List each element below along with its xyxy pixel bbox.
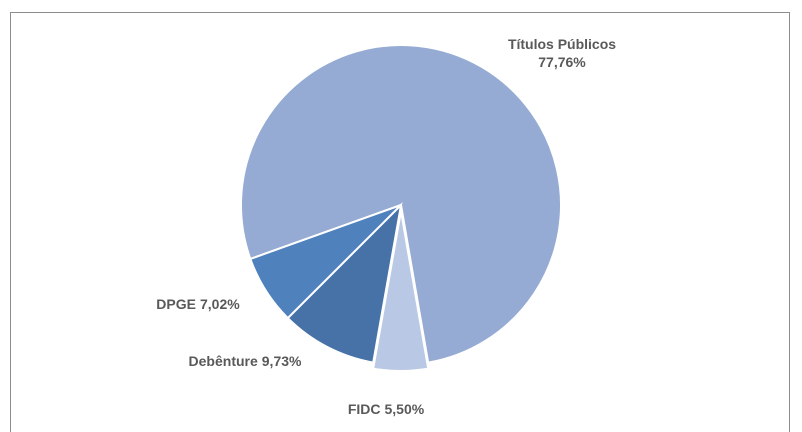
pie-slice	[286, 202, 403, 364]
category-label: DPGE	[156, 296, 196, 312]
pie-slice	[372, 210, 430, 372]
slice-label: FIDC 5,50%	[348, 401, 425, 417]
pie-slice	[249, 204, 402, 320]
value-label: 5,50%	[384, 401, 424, 417]
value-label: 9,73%	[262, 353, 302, 369]
value-label: 7,02%	[200, 296, 240, 312]
category-label: Debênture	[189, 353, 258, 369]
slice-label: Títulos Públicos 77,76%	[508, 36, 616, 70]
slice-label: DPGE 7,02%	[156, 296, 240, 312]
value-label: 77,76%	[538, 54, 586, 70]
category-label: FIDC	[348, 401, 381, 417]
category-label: Títulos Públicos	[508, 36, 616, 52]
slice-label: Debênture 9,73%	[189, 353, 302, 369]
